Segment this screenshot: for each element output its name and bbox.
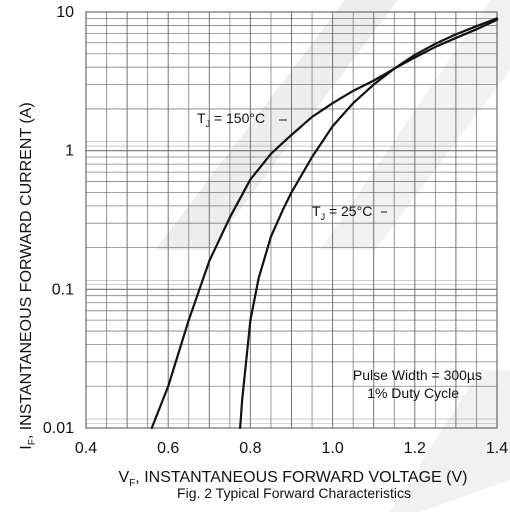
x-tick-label: 0.8 (239, 440, 261, 457)
pulse-width-note: Pulse Width = 300µs (353, 367, 482, 383)
curve-label-150c-rest: = 150°C (210, 110, 265, 126)
y-axis-label-rest: , INSTANTANEOUS FORWARD CURRENT (A) (18, 102, 35, 439)
curve-label-150c: TJ = 150°C (197, 110, 265, 129)
watermark-stripe (390, 370, 510, 512)
y-axis-label-sub: F (27, 439, 38, 445)
series-layer (150, 17, 499, 430)
curve-label-25c-sub: J (321, 212, 326, 222)
labels-layer: 0.4 0.6 0.8 1.0 1.2 1.4 0.01 0.1 1 10 (43, 4, 508, 457)
y-axis-label: IF, INSTANTANEOUS FORWARD CURRENT (A) (18, 102, 38, 449)
grid (85, 11, 498, 429)
curve-25c (239, 17, 499, 430)
x-axis-label: VF, INSTANTANEOUS FORWARD VOLTAGE (V) (119, 469, 468, 489)
figure-caption: Fig. 2 Typical Forward Characteristics (177, 485, 411, 501)
curve-label-25c: TJ = 25°C (312, 203, 372, 222)
x-tick-label: 1.2 (404, 440, 426, 457)
curve-label-25c-main: T (312, 203, 321, 219)
y-tick-label: 0.01 (43, 420, 74, 437)
x-axis-label-rest: , INSTANTANEOUS FORWARD VOLTAGE (V) (135, 469, 467, 486)
curve-label-150c-main: T (197, 110, 206, 126)
x-tick-label: 1.0 (321, 440, 343, 457)
y-tick-label: 0.1 (52, 281, 74, 298)
y-tick-label: 10 (56, 4, 74, 21)
curve-150c (150, 18, 499, 430)
duty-cycle-note: 1% Duty Cycle (367, 385, 459, 401)
y-tick-label: 1 (65, 143, 74, 160)
x-tick-label: 1.4 (486, 440, 508, 457)
x-tick-label: 0.4 (75, 440, 97, 457)
curve-label-25c-rest: = 25°C (325, 203, 372, 219)
watermark-stripe (155, 0, 398, 250)
x-axis-label-main: V (119, 469, 130, 486)
x-tick-label: 0.6 (157, 440, 179, 457)
y-axis-label-main: I (18, 445, 35, 449)
curve-label-150c-sub: J (206, 119, 211, 129)
x-axis-label-sub: F (129, 478, 135, 489)
